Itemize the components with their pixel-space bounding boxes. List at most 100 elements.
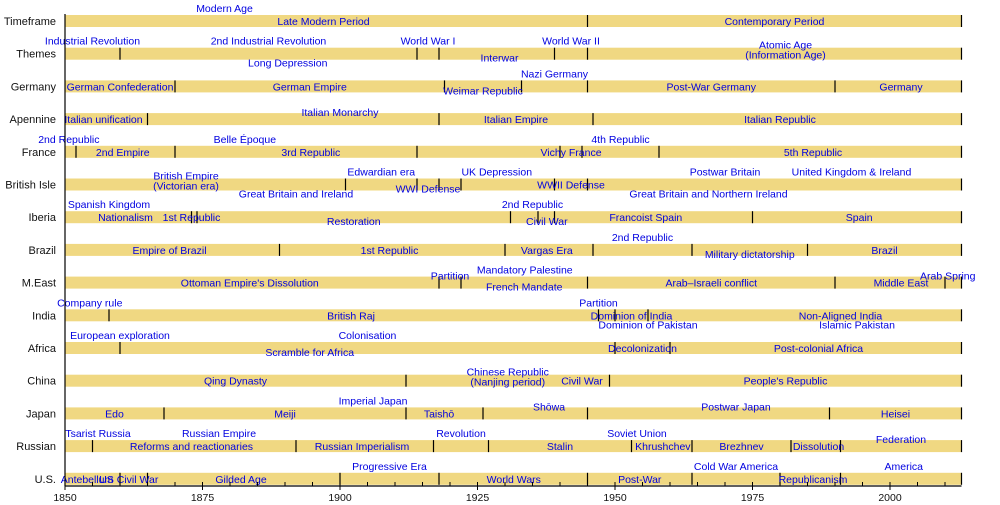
period-label: Civil War (561, 376, 603, 388)
period-label: Reforms and reactionaries (130, 441, 253, 453)
period-label: Italian Empire (484, 114, 548, 126)
x-axis-tick-label: 1850 (53, 492, 77, 504)
period-label: 2nd Republic (502, 199, 563, 211)
period-label: Tsarist Russia (65, 428, 131, 440)
timeline-row: Russian Tsarist Russia Russian EmpireRefor… (16, 428, 963, 453)
period-label: Mandatory Palestine (477, 265, 573, 277)
timeline-row: China Qing Dynasty Chinese Republic(Nanjin… (27, 367, 963, 389)
period-label: Edo (105, 408, 124, 420)
period-label: Dominion of India (591, 310, 673, 322)
period-label: Stalin (547, 441, 573, 453)
period-label: Qing Dynasty (204, 376, 268, 388)
period-label: Vichy France (540, 147, 601, 159)
period-label: Atomic Age (759, 40, 812, 52)
period-label: Restoration (327, 216, 381, 228)
timeline-bar (65, 374, 962, 387)
period-label: 2nd Empire (96, 147, 150, 159)
period-label: (Victorian era) (153, 181, 219, 193)
period-label: Heisei (881, 408, 910, 420)
period-label: Contemporary Period (725, 16, 825, 28)
period-label: America (884, 461, 923, 473)
period-label: Italian Monarchy (301, 107, 379, 119)
row-label: France (22, 147, 56, 159)
period-label: Cold War America (694, 461, 778, 473)
period-label: Empire of Brazil (132, 245, 206, 257)
period-label: Modern Age (196, 3, 253, 15)
period-label: World War I (401, 36, 456, 48)
period-label: 2nd Republic (38, 134, 99, 146)
period-label: Islamic Pakistan (819, 319, 895, 331)
period-label: 1st Republic (163, 212, 221, 224)
period-label: Company rule (57, 297, 123, 309)
timeline-row: Africa European exploration Colonisation Sc… (28, 330, 963, 359)
period-label: Great Britain and Northern Ireland (629, 189, 787, 201)
period-label: WWI Defense (396, 184, 461, 196)
period-label: United Kingdom & Ireland (792, 167, 912, 179)
timeline-row: Timeframe Modern Age Late Modern Period Con… (4, 3, 963, 28)
period-label: Civil War (526, 216, 568, 228)
period-label: Russian Imperialism (315, 441, 410, 453)
period-label: Russian Empire (182, 428, 256, 440)
period-label: Spanish Kingdom (68, 199, 151, 211)
row-label: Brazil (28, 245, 56, 257)
period-label: Brazil (871, 245, 897, 257)
timeline-row: Germany German Confederation German Empire… (11, 68, 963, 97)
period-label: Germany (879, 81, 923, 93)
period-label: (Nanjing period) (470, 377, 545, 389)
period-label: Post-colonial Africa (774, 343, 863, 355)
period-label: World Wars (487, 474, 541, 486)
period-label: Postwar Japan (701, 401, 771, 413)
period-label: Gilded Age (215, 474, 267, 486)
period-label: 2nd Industrial Revolution (211, 36, 327, 48)
x-axis-tick-label: 1950 (603, 492, 627, 504)
period-label: Italian unification (64, 114, 142, 126)
period-label: Long Depression (248, 58, 328, 70)
timeline-row: Japan Edo Meiji Imperial Japan Taishō Shōwa Po… (26, 395, 963, 420)
period-label: Scramble for Africa (265, 347, 354, 359)
period-label: 3rd Republic (281, 147, 340, 159)
row-label: Apennine (10, 114, 57, 126)
timeline-bar (65, 276, 962, 289)
period-label: UK Depression (461, 167, 532, 179)
timeline-bar (65, 309, 962, 322)
row-label: Iberia (28, 212, 56, 224)
period-label: Partition (431, 271, 470, 283)
period-label: Republicanism (779, 474, 848, 486)
period-label: US Civil War (99, 474, 159, 486)
row-label: India (32, 310, 57, 322)
x-axis-tick-label: 1875 (191, 492, 215, 504)
row-label: China (27, 376, 57, 388)
period-label: Interwar (481, 53, 519, 65)
period-label: Nazi Germany (521, 68, 589, 80)
period-label: Chinese Republic (467, 367, 549, 379)
row-label: M.East (22, 278, 56, 290)
period-label: 2nd Republic (612, 232, 673, 244)
period-label: WWII Defense (537, 180, 605, 192)
period-label: Arab Spring (920, 271, 976, 283)
timeline-bar (65, 342, 962, 354)
period-label: Postwar Britain (690, 167, 761, 179)
period-label: Federation (876, 434, 926, 446)
timeline-bar (65, 15, 962, 27)
timeline-bar (65, 211, 962, 224)
period-label: Decolonization (608, 343, 677, 355)
row-label: Japan (26, 408, 56, 420)
period-label: Industrial Revolution (45, 36, 140, 48)
period-label: Taishō (424, 408, 455, 420)
timeline-bar (65, 113, 962, 126)
period-label: 5th Republic (784, 147, 842, 159)
period-label: Francoist Spain (609, 212, 682, 224)
timeline-row: M.East Ottoman Empire's Dissolution Partit… (22, 265, 976, 294)
period-label: 1st Republic (361, 245, 419, 257)
timeline-bar (65, 440, 962, 453)
period-label: Colonisation (339, 330, 397, 342)
row-label: Themes (16, 49, 56, 61)
period-label: Arab–Israeli conflict (665, 278, 757, 290)
period-label: Antebellum (61, 474, 114, 486)
row-label: Africa (28, 343, 57, 355)
period-label: Soviet Union (607, 428, 667, 440)
period-label: Nationalism (98, 212, 153, 224)
